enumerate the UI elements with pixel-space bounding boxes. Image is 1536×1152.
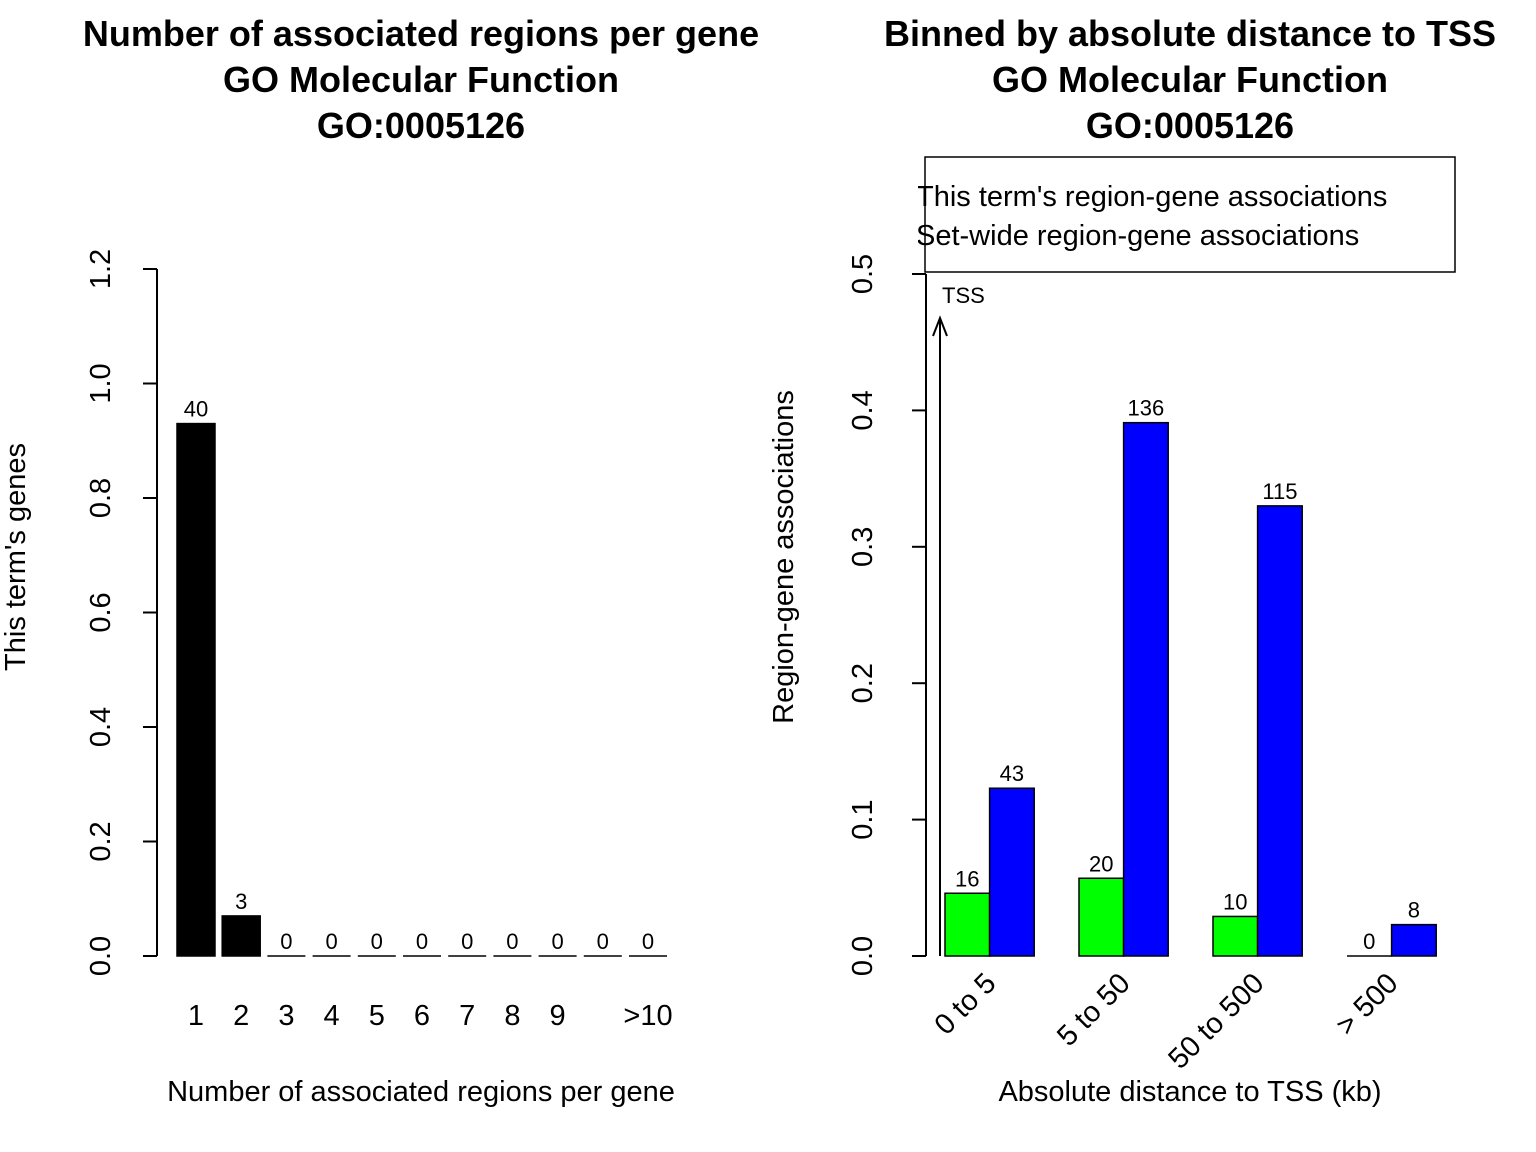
y-axis-label: This term's genes: [0, 443, 32, 671]
data-label: 136: [1128, 396, 1165, 421]
legend: This term's region-gene associations Set-…: [916, 181, 1387, 252]
data-label: 0: [642, 929, 654, 954]
data-label: 8: [1408, 898, 1420, 923]
y-tick-label: 0.4: [847, 390, 879, 430]
bar: [1256, 505, 1303, 957]
bar: [1212, 915, 1259, 957]
y-tick-label: 0.6: [85, 592, 117, 632]
title-group: Binned by absolute distance to TSS GO Mol…: [884, 13, 1496, 146]
x-tick-label: 0 to 5: [929, 967, 1003, 1041]
x-tick-label: 3: [278, 1000, 294, 1032]
x-tick-label: 8: [504, 1000, 520, 1032]
data-label: 0: [325, 929, 337, 954]
bar: [221, 915, 261, 957]
chart-title: GO:0005126: [317, 105, 525, 146]
y-tick-label: 0.0: [847, 936, 879, 976]
x-tick-label: 2: [233, 1000, 249, 1032]
x-tick-label: 6: [414, 1000, 430, 1032]
y-tick-label: 0.8: [85, 478, 117, 518]
bar: [176, 422, 216, 957]
bar: [1078, 877, 1125, 957]
x-tick-label: 4: [324, 1000, 340, 1032]
bar: [988, 787, 1035, 957]
legend-box: [924, 156, 1456, 273]
data-label: 0: [1363, 929, 1375, 954]
data-label: 3: [235, 889, 247, 914]
bar: [1122, 421, 1169, 957]
data-label: 20: [1089, 851, 1113, 876]
y-tick-label: 1.0: [85, 363, 117, 403]
annotation: TSS: [942, 283, 985, 308]
y-tick-label: 0.3: [847, 527, 879, 567]
data-label: 0: [506, 929, 518, 954]
data-label: 0: [280, 929, 292, 954]
y-tick-label: 0.0: [85, 936, 117, 976]
data-label: 0: [371, 929, 383, 954]
data-label: 115: [1262, 479, 1297, 504]
y-tick-label: 0.5: [847, 254, 879, 294]
x-tick-label: 1: [188, 1000, 204, 1032]
chart-title: GO:0005126: [1086, 105, 1294, 146]
y-tick-label: 0.2: [847, 663, 879, 703]
tss-arrowhead: [932, 315, 948, 337]
data-label: 0: [551, 929, 563, 954]
data-label: 40: [184, 397, 208, 422]
data-label: 43: [1000, 761, 1024, 786]
legend-label: This term's region-gene associations: [916, 181, 1387, 213]
x-tick-label: > 500: [1330, 967, 1405, 1042]
x-tick-label: 5: [369, 1000, 385, 1032]
y-tick-label: 0.4: [85, 707, 117, 747]
y-tick-label: 0.2: [85, 821, 117, 861]
x-tick-label: 5 to 50: [1051, 967, 1136, 1052]
data-label: 0: [597, 929, 609, 954]
chart-title: Binned by absolute distance to TSS: [884, 13, 1496, 54]
data-label: 0: [461, 929, 473, 954]
x-axis-label: Absolute distance to TSS (kb): [998, 1076, 1381, 1108]
x-tick-label: 50 to 500: [1162, 967, 1270, 1075]
bar: [1390, 923, 1437, 957]
x-tick-label: 7: [459, 1000, 475, 1032]
data-label: 0: [416, 929, 428, 954]
data-label: 10: [1223, 889, 1247, 914]
x-axis-label: Number of associated regions per gene: [167, 1076, 675, 1108]
chart-title: GO Molecular Function: [223, 59, 619, 100]
title-group: Number of associated regions per gene GO …: [83, 13, 759, 146]
chart-title: GO Molecular Function: [992, 59, 1388, 100]
y-tick-label: 1.2: [85, 249, 117, 289]
data-label: 16: [955, 866, 979, 891]
x-tick-label: >10: [623, 1000, 672, 1032]
y-axis-label: Region-gene associations: [768, 390, 800, 724]
chart-title: Number of associated regions per gene: [83, 13, 759, 54]
bar: [944, 892, 991, 957]
x-tick-label: 9: [550, 1000, 566, 1032]
y-tick-label: 0.1: [847, 799, 879, 839]
legend-label: Set-wide region-gene associations: [916, 220, 1359, 252]
